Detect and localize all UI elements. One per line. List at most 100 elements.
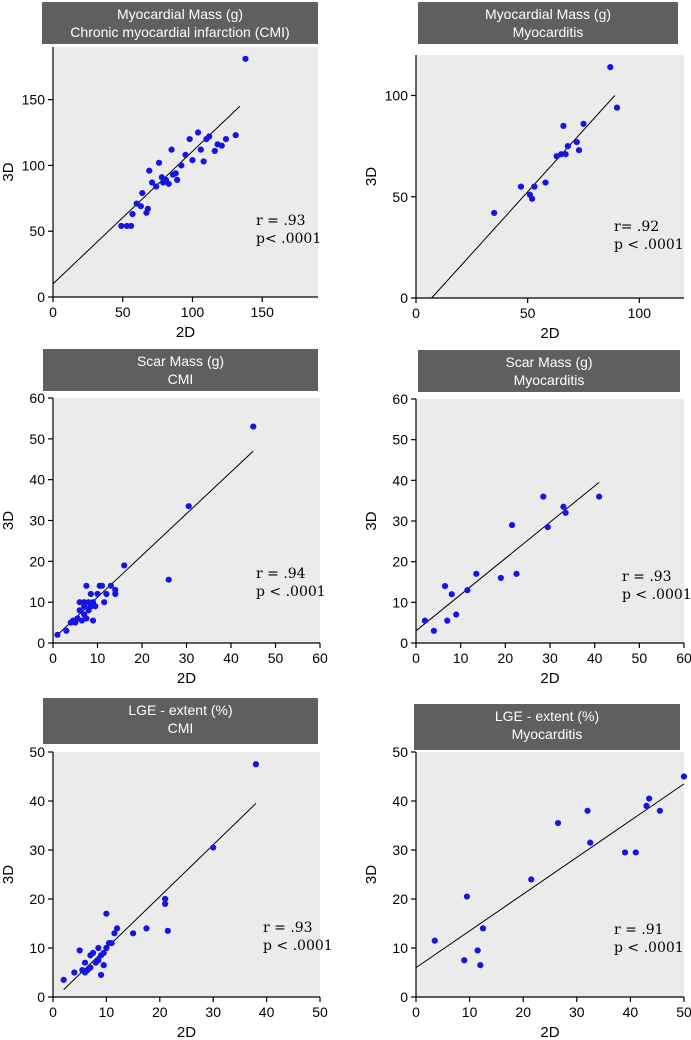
data-point: [144, 205, 151, 212]
x-tick-label: 50: [676, 1004, 691, 1020]
data-point: [197, 146, 204, 153]
y-tick-label: 20: [392, 891, 408, 907]
y-tick-label: 30: [392, 513, 408, 529]
x-axis-title: 2D: [540, 325, 559, 342]
chart-title-line: Myocarditis: [514, 372, 585, 388]
y-tick-label: 0: [37, 635, 45, 651]
data-point: [83, 582, 90, 589]
data-point: [473, 570, 480, 577]
data-point: [128, 222, 135, 230]
data-point: [130, 930, 137, 937]
data-point: [143, 925, 150, 932]
data-point: [129, 211, 136, 218]
data-point: [529, 195, 536, 202]
correlation-label: r = .93: [256, 213, 306, 229]
panel-cmi-scar-mass: Scar Mass (g) CMI 0 10 20 30 40 50 60 0 10 20 30 40 50…: [0, 349, 328, 687]
data-point: [194, 129, 202, 136]
plot-area: [416, 399, 684, 643]
x-tick-label: 30: [569, 1004, 585, 1020]
y-tick-label: 0: [400, 635, 408, 651]
data-point: [211, 147, 218, 155]
data-point: [139, 189, 146, 197]
x-tick-label: 50: [632, 650, 648, 666]
y-tick-label: 0: [37, 989, 45, 1005]
y-tick-label: 0: [37, 289, 45, 305]
chart-title-line: Myocarditis: [512, 726, 583, 742]
data-point: [113, 925, 121, 932]
data-point: [98, 582, 106, 589]
data-point: [76, 599, 83, 606]
data-point: [580, 120, 587, 127]
data-point: [558, 151, 565, 158]
data-point: [218, 142, 225, 149]
data-point: [63, 627, 70, 634]
plot-area: [53, 752, 320, 997]
chart-title-line: Myocarditis: [513, 24, 584, 40]
chart-title-line: Myocardial Mass (g): [117, 6, 243, 22]
x-tick-label: 40: [259, 1004, 275, 1020]
x-tick-label: 0: [412, 1004, 420, 1020]
data-point: [148, 179, 156, 186]
y-tick-label: 20: [29, 553, 45, 569]
data-point: [643, 802, 650, 810]
data-point: [89, 617, 97, 624]
x-tick-label: 0: [49, 650, 57, 666]
data-point: [108, 940, 115, 947]
x-tick-label: 50: [520, 305, 536, 321]
data-point: [185, 503, 192, 510]
data-point: [101, 599, 108, 606]
data-point: [632, 849, 639, 856]
title-banner: [43, 349, 318, 391]
data-point: [584, 807, 591, 814]
data-point: [607, 64, 614, 71]
panel-myocarditis-lge-extent: LGE - extent (%) Myocarditis 0 10 20 30 40 50 0 1…: [363, 704, 691, 1040]
y-axis-title: 3D: [0, 865, 17, 884]
y-axis-title: 3D: [0, 511, 17, 530]
chart-title-line: Scar Mass (g): [137, 353, 224, 369]
data-point: [200, 158, 207, 165]
x-tick-label: 10: [90, 650, 106, 666]
y-tick-label: 40: [392, 793, 408, 809]
data-point: [118, 222, 125, 230]
data-point: [172, 170, 179, 177]
data-point: [81, 599, 88, 606]
chart-title-line: CMI: [168, 371, 194, 387]
x-tick-label: 20: [152, 1004, 168, 1020]
data-point: [477, 962, 484, 969]
data-point: [575, 147, 583, 154]
y-tick-label: 50: [29, 431, 45, 447]
data-point: [146, 167, 153, 174]
plot-area: [416, 752, 684, 997]
data-point: [544, 524, 551, 531]
data-point: [252, 761, 260, 768]
data-point: [491, 209, 498, 217]
x-tick-label: 40: [623, 1004, 639, 1020]
data-point: [178, 162, 185, 169]
x-tick-label: 30: [205, 1004, 221, 1020]
x-tick-label: 0: [412, 305, 420, 321]
data-point: [168, 146, 175, 153]
data-point: [164, 927, 171, 934]
y-tick-label: 40: [29, 472, 45, 488]
data-point: [444, 617, 451, 624]
x-tick-label: 40: [587, 650, 603, 666]
x-axis-title: 2D: [176, 324, 195, 341]
data-point: [242, 55, 249, 62]
chart-title-line: Scar Mass (g): [505, 354, 592, 370]
data-point: [111, 930, 118, 937]
data-point: [121, 562, 128, 569]
chart-title-line: LGE - extent (%): [495, 708, 599, 724]
p-value-label: p < .0001: [622, 587, 691, 603]
data-point: [174, 176, 181, 183]
data-point: [587, 839, 594, 846]
panel-myocarditis-myocardial-mass: Myocardial Mass (g) Myocarditis 0 50 100 0 50 1…: [363, 2, 684, 342]
data-point: [83, 615, 90, 622]
data-point: [155, 159, 163, 166]
y-tick-label: 100: [385, 88, 409, 104]
data-point: [210, 844, 217, 851]
x-tick-label: 0: [412, 650, 420, 666]
plot-area: [53, 398, 320, 643]
data-point: [112, 590, 119, 598]
chart-title-line: Myocardial Mass (g): [485, 6, 611, 22]
